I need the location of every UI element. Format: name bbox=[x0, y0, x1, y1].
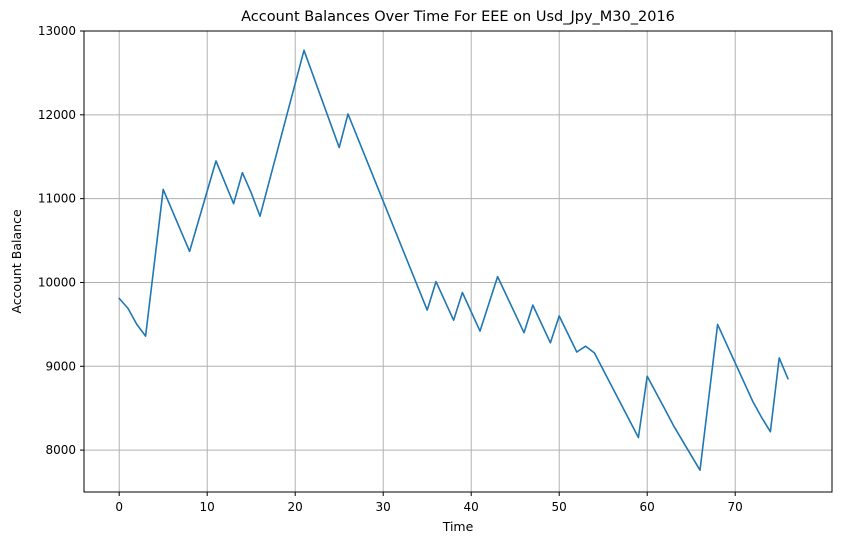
y-tick-label: 11000 bbox=[38, 192, 76, 206]
x-tick-label: 70 bbox=[728, 500, 743, 514]
x-tick-label: 40 bbox=[464, 500, 479, 514]
plot-area-frame bbox=[83, 30, 833, 493]
y-tick-label: 9000 bbox=[45, 359, 76, 373]
x-tick-label: 30 bbox=[376, 500, 391, 514]
x-tick-label: 20 bbox=[288, 500, 303, 514]
x-tick-label: 10 bbox=[200, 500, 215, 514]
x-axis-label: Time bbox=[442, 519, 474, 534]
x-tick-label: 0 bbox=[115, 500, 123, 514]
x-tick-label: 50 bbox=[552, 500, 567, 514]
y-tick-label: 13000 bbox=[38, 24, 76, 38]
y-tick-label: 8000 bbox=[45, 443, 76, 457]
axis-ticks: 0 10 20 30 40 50 60 70 8000 9000 10000 11000 12000 13… bbox=[38, 24, 743, 514]
series-line bbox=[118, 49, 789, 472]
y-axis-label: Account Balance bbox=[9, 209, 24, 314]
grid bbox=[84, 30, 832, 492]
y-tick-label: 10000 bbox=[38, 275, 76, 289]
chart-title: Account Balances Over Time For EEE on Us… bbox=[241, 9, 675, 25]
y-tick-label: 12000 bbox=[38, 108, 76, 122]
x-tick-label: 60 bbox=[640, 500, 655, 514]
